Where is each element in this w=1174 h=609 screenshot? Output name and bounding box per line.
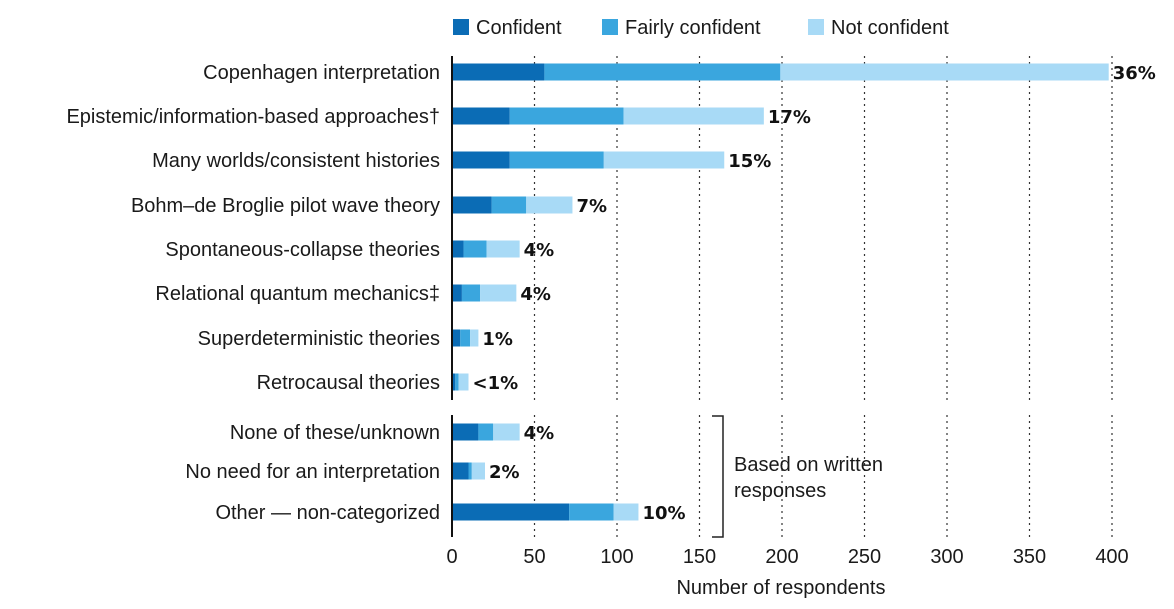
bar-segment-fairly-confident (468, 462, 472, 480)
bracket-label: responses (734, 480, 826, 502)
x-tick-label: 400 (1095, 546, 1128, 568)
percent-label: 7% (576, 196, 607, 217)
percent-label: 4% (524, 423, 555, 444)
bar-segment-fairly-confident (460, 329, 471, 347)
percent-label: 15% (728, 151, 771, 172)
bar-segment-not-confident (480, 284, 517, 302)
bar-segment-confident (452, 503, 570, 521)
percent-label: 2% (489, 462, 520, 483)
percent-label: 4% (520, 284, 551, 305)
percent-label: 36% (1113, 63, 1156, 84)
percent-label: 17% (768, 107, 811, 128)
category-label: Relational quantum mechanics‡ (155, 283, 440, 305)
bar-segment-fairly-confident (491, 196, 527, 214)
category-label: None of these/unknown (230, 422, 440, 444)
x-tick-label: 300 (930, 546, 963, 568)
bar-segment-confident (452, 329, 461, 347)
bar-segment-fairly-confident (461, 284, 481, 302)
category-label: Epistemic/information-based approaches† (66, 106, 440, 128)
bar-segment-fairly-confident (455, 373, 459, 391)
bar-segment-fairly-confident (569, 503, 614, 521)
x-tick-label: 100 (600, 546, 633, 568)
bar-segment-confident (452, 196, 492, 214)
percent-label: 1% (482, 329, 513, 350)
legend-label: Confident (476, 17, 562, 39)
bar-segment-not-confident (526, 196, 573, 214)
bracket-line (712, 415, 724, 538)
category-label: Spontaneous-collapse theories (165, 239, 440, 261)
category-label: Superdeterministic theories (198, 328, 440, 350)
bar-segment-fairly-confident (478, 423, 494, 441)
bracket-label: Based on written (734, 454, 883, 476)
written-responses-bracket: Based on written responses (712, 415, 883, 538)
percent-label: <1% (473, 373, 519, 394)
bar-segment-not-confident (471, 462, 485, 480)
bar-segment-confident (452, 423, 479, 441)
bar-segment-fairly-confident (509, 107, 624, 125)
bar-segment-confident (452, 63, 545, 81)
bar-segment-not-confident (623, 107, 764, 125)
bar-segment-confident (452, 284, 462, 302)
legend-swatch (808, 19, 824, 35)
bar-segment-not-confident (493, 423, 520, 441)
bar-segment-not-confident (613, 503, 639, 521)
x-axis-ticks: 0 50 100 150 200 250 300 350 400 (446, 546, 1128, 568)
percent-label: 10% (642, 503, 685, 524)
legend-swatch (602, 19, 618, 35)
legend-label: Fairly confident (625, 17, 761, 39)
bar-segment-confident (452, 151, 510, 169)
percent-label: 4% (524, 240, 555, 261)
bar-segment-confident (452, 240, 464, 258)
x-tick-label: 250 (848, 546, 881, 568)
bar-segment-not-confident (603, 151, 725, 169)
legend-swatch (453, 19, 469, 35)
x-tick-label: 0 (446, 546, 457, 568)
chart-legend: Confident Fairly confident Not confident (453, 17, 949, 39)
category-label: Bohm–de Broglie pilot wave theory (131, 195, 440, 217)
bar-segment-not-confident (486, 240, 520, 258)
category-label: No need for an interpretation (185, 461, 440, 483)
category-label: Copenhagen interpretation (203, 62, 440, 84)
bar-segment-fairly-confident (509, 151, 604, 169)
bar-segment-not-confident (780, 63, 1109, 81)
category-label: Retrocausal theories (257, 372, 440, 394)
bar-segment-confident (452, 462, 469, 480)
legend-label: Not confident (831, 17, 949, 39)
gridlines (533, 56, 1113, 537)
bar-segment-not-confident (470, 329, 479, 347)
x-tick-label: 350 (1013, 546, 1046, 568)
x-tick-label: 200 (765, 546, 798, 568)
bar-segment-not-confident (458, 373, 469, 391)
bar-segment-fairly-confident (463, 240, 487, 258)
bar-segment-confident (452, 107, 510, 125)
category-label: Other — non-categorized (215, 502, 440, 524)
bars-area: Copenhagen interpretation 36% Epistemic/in… (66, 62, 1155, 524)
bar-segment-fairly-confident (544, 63, 781, 81)
x-axis-title: Number of respondents (676, 577, 885, 599)
x-tick-label: 150 (683, 546, 716, 568)
category-label: Many worlds/consistent histories (152, 150, 440, 172)
x-tick-label: 50 (523, 546, 545, 568)
bar-segment-confident (452, 373, 456, 391)
